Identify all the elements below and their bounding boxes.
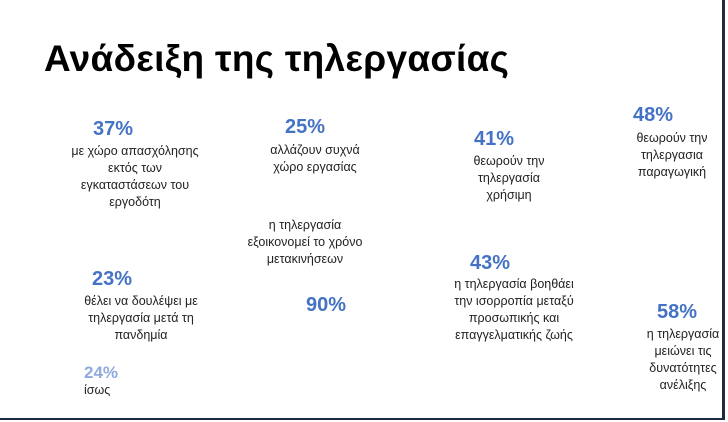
pie-slice-8-1: [596, 270, 724, 366]
pie-6-description: η τηλεργασία εξοικονομεί το χρόνο μετακι…: [247, 218, 363, 266]
pie-8-percent: 58%: [657, 301, 698, 323]
pie-6-percent: 90%: [306, 294, 347, 316]
pie-5-percent: 23%: [92, 268, 133, 290]
pie-5-secondary-description: ίσως: [84, 383, 111, 397]
pie-2-percent: 25%: [285, 116, 326, 138]
pie-3-description: θεωρούν την τηλεργασία χρήσιμη: [473, 154, 545, 202]
pie-1-description: με χώρο απασχόλησης εκτός των εγκαταστάσ…: [71, 144, 199, 209]
pie-slice-5-1: [37, 281, 86, 330]
pie-slice-5-2: [78, 281, 133, 330]
pie-slice-6-1: [201, 304, 315, 418]
pie-7-percent: 43%: [470, 252, 511, 274]
pie-3-percent: 41%: [474, 128, 515, 150]
pie-8-description: η τηλεργασία μειώνει τις δυνατότητες ανέ…: [646, 327, 720, 392]
pie-7-description: η τηλεργασία βοηθάει την ισορροπία μεταξ…: [454, 277, 574, 342]
pie-slice-1-1: [34, 105, 109, 150]
pie-5-description: θέλει να δουλέψει με τηλεργασία μετά τη …: [84, 294, 198, 342]
pie-4-description: θεωρούν την τηλεργασια παραγωγική: [636, 131, 708, 179]
pie-5-secondary-percent: 24%: [84, 363, 119, 382]
pie-slice-4-1: [578, 98, 682, 151]
pie-slice-7-1: [404, 261, 517, 321]
pie-2-description: αλλάζουν συχνά χώρο εργασίας: [270, 143, 360, 174]
pie-slice-2-1: [233, 103, 276, 146]
pie-4-percent: 48%: [633, 104, 674, 126]
pie-1-percent: 37%: [93, 118, 134, 140]
pie-slice-3-1: [407, 101, 502, 153]
slide-title: Ανάδειξη της τηλεργασίας: [44, 38, 510, 79]
